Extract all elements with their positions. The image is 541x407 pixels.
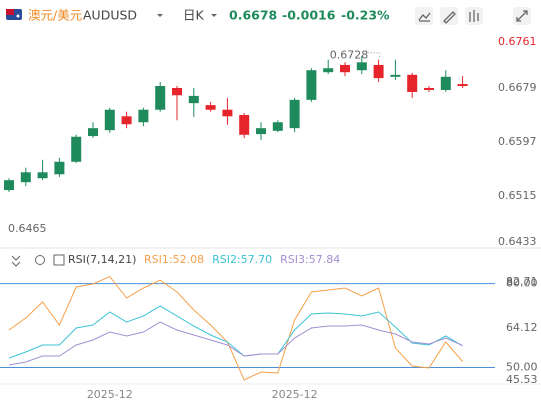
x-tick-label: 2025-12 <box>87 388 133 401</box>
candle-body <box>373 64 384 79</box>
indicator-icon[interactable] <box>469 10 479 22</box>
candle-body <box>138 109 149 123</box>
param-icon[interactable] <box>53 254 65 266</box>
min-label: 0.6465 <box>8 222 47 235</box>
y-tick-label: 45.53 <box>506 373 538 386</box>
y-tick-label: 80.00 <box>506 277 538 290</box>
price: 0.6678 <box>229 8 277 23</box>
expand-icon[interactable] <box>516 10 528 22</box>
change: -0.0016 <box>282 8 336 23</box>
legend-entry: RSI3:57.84 <box>280 253 340 266</box>
y-tick-label: 64.12 <box>506 321 538 334</box>
candle-body <box>121 116 132 125</box>
candle-body <box>289 99 300 129</box>
candle-body <box>424 88 434 90</box>
collapse-icon[interactable] <box>11 255 21 267</box>
y-tick-label: 50.00 <box>506 360 538 373</box>
candle-body <box>54 161 65 175</box>
candle-body <box>4 180 14 191</box>
y-tick-label: 0.6433 <box>498 235 537 248</box>
rsi-line <box>8 275 463 381</box>
symbol[interactable]: AUDUSD <box>83 8 137 23</box>
candle-body <box>256 128 266 135</box>
symbol-cn: 澳元/美元 <box>28 8 82 23</box>
candle-body <box>390 74 401 77</box>
settings-icon[interactable] <box>35 255 45 265</box>
rsi-line <box>8 321 463 366</box>
candle-body <box>407 74 418 92</box>
candle-body <box>306 70 317 100</box>
candle-body <box>440 76 451 90</box>
candle-body <box>155 86 166 110</box>
y-tick-label: 0.6679 <box>498 81 537 94</box>
y-tick-label: 82.71 <box>506 275 538 288</box>
candle-body <box>323 68 334 73</box>
x-tick-label: 2025-12 <box>272 388 318 401</box>
candle-body <box>88 128 98 137</box>
period[interactable]: 日K <box>183 8 205 23</box>
legend-entry: RSI1:52.08 <box>144 253 204 266</box>
max-label: 0.6728 <box>330 49 369 62</box>
flag-icon <box>6 9 22 20</box>
candle-body <box>222 109 233 117</box>
dropdown-icon[interactable] <box>157 14 163 17</box>
legend-entry: RSI2:57.70 <box>212 253 272 266</box>
indicator-title: RSI(7,14,21) <box>68 253 136 266</box>
candle-body <box>457 84 468 87</box>
candle-body <box>340 64 350 73</box>
y-tick-label: 0.6761 <box>498 35 537 48</box>
change-pct: -0.23% <box>341 8 390 23</box>
candle-body <box>20 172 31 183</box>
dropdown-icon[interactable] <box>211 14 217 17</box>
candle-body <box>188 95 199 104</box>
candle-body <box>104 109 115 131</box>
candle-body <box>71 136 82 162</box>
y-tick-label: 0.6597 <box>498 135 537 148</box>
candle-body <box>356 62 367 71</box>
rsi-line <box>8 305 463 359</box>
y-tick-label: 0.6515 <box>498 189 537 202</box>
draw-icon[interactable] <box>443 11 456 24</box>
candle-body <box>239 115 250 135</box>
candle-body <box>272 122 283 131</box>
candle-body <box>205 105 216 110</box>
candle-body <box>172 88 182 96</box>
chart-style-icon[interactable] <box>418 12 431 22</box>
candle-body <box>37 172 48 179</box>
